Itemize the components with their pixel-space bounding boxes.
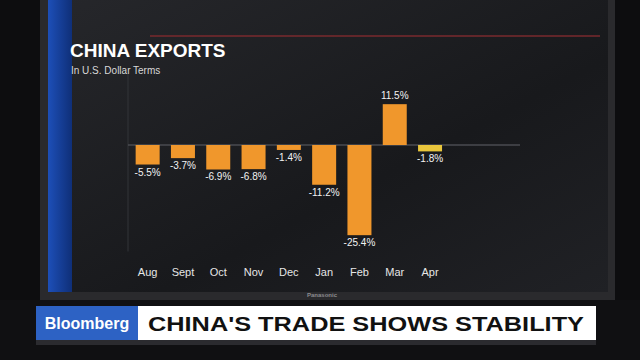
data-label: -6.9% — [205, 171, 231, 182]
labels: -5.5% Aug -3.7% Sept -6.9% Oct -6.8% Nov -1.4% De… — [135, 90, 444, 278]
banner-brand: Bloomberg — [45, 315, 129, 332]
data-label: -3.7% — [170, 160, 196, 171]
device-brand: Panasonic — [307, 292, 338, 298]
page: {"chart_data": {"type": "bar", "title": … — [0, 0, 640, 360]
banner-brand-box — [36, 306, 138, 340]
bar — [383, 104, 407, 145]
x-tick-label: Oct — [210, 266, 227, 278]
x-tick-label: Feb — [350, 266, 369, 278]
bar — [347, 145, 371, 235]
data-label: 11.5% — [381, 90, 409, 101]
banner-headline: CHINA'S TRADE SHOWS STABILITY — [148, 313, 585, 335]
x-tick-label: Apr — [421, 266, 438, 278]
bar — [277, 145, 301, 150]
screen — [48, 0, 608, 292]
banner-underline — [36, 340, 596, 345]
chart-svg: CHINA EXPORTS In U.S. Dollar Terms -5.5% Au… — [0, 0, 640, 360]
data-label: -1.4% — [276, 152, 302, 163]
data-label: -1.8% — [417, 153, 443, 164]
bar — [312, 145, 336, 185]
tv-bezel — [40, 0, 615, 300]
bar — [171, 145, 195, 158]
title: CHINA EXPORTS — [70, 40, 226, 61]
x-tick-label: Sept — [172, 266, 195, 278]
x-tick-label: Aug — [138, 266, 158, 278]
data-label: -11.2% — [309, 187, 340, 198]
data-label: -5.5% — [135, 167, 161, 178]
header-rule — [150, 35, 600, 37]
x-tick-label: Jan — [315, 266, 333, 278]
bars — [136, 104, 442, 235]
bar — [242, 145, 266, 169]
data-label: -25.4% — [344, 237, 376, 248]
background — [0, 0, 640, 360]
data-label: -6.8% — [240, 171, 266, 182]
subtitle: In U.S. Dollar Terms — [71, 65, 160, 76]
banner-headline-box — [138, 306, 596, 340]
bar — [206, 145, 230, 169]
bar — [136, 145, 160, 165]
y-axis-line — [128, 74, 129, 252]
banner-bg — [0, 300, 640, 360]
x-tick-label: Mar — [385, 266, 404, 278]
blue-strip — [48, 0, 72, 292]
bar — [418, 145, 442, 151]
x-tick-label: Nov — [244, 266, 264, 278]
x-tick-label: Dec — [279, 266, 299, 278]
